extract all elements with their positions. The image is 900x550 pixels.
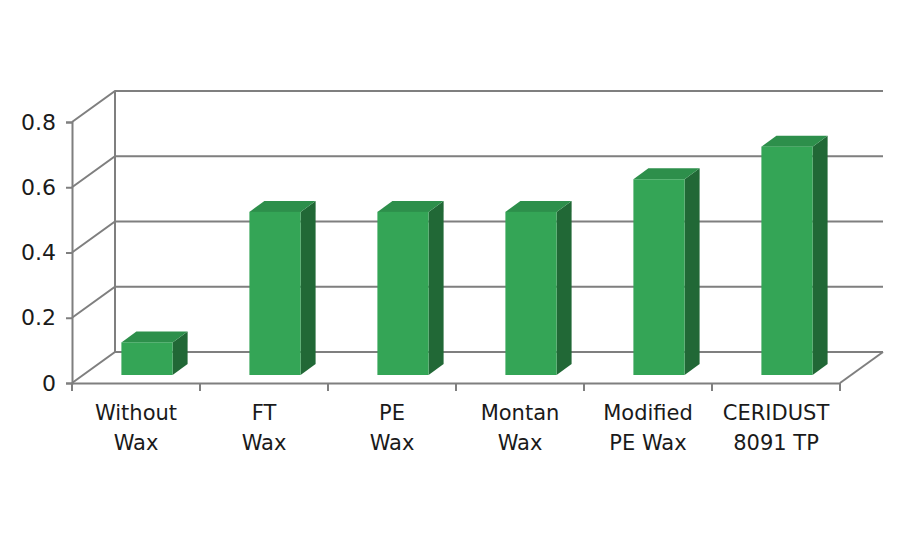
- bars: [121, 136, 827, 375]
- x-tick-label-line: Wax: [242, 431, 287, 455]
- x-tick-label: Without Wax: [95, 401, 177, 455]
- bar: [761, 136, 827, 375]
- bar-top: [633, 168, 699, 179]
- bar-front: [505, 212, 556, 375]
- grid-line: [72, 352, 883, 383]
- bar-top: [505, 201, 571, 212]
- x-tick-label-line: PE: [379, 401, 405, 425]
- y-tick-mark: [66, 252, 72, 254]
- bar: [377, 201, 443, 375]
- bar-top: [249, 201, 315, 212]
- x-tick: CERIDUST 8091 TP: [723, 383, 830, 455]
- grid-line: [72, 287, 883, 318]
- bar-front: [633, 179, 684, 375]
- bar-side: [429, 201, 444, 375]
- x-tick: Modified PE Wax: [603, 383, 693, 455]
- grid-line: [72, 156, 883, 187]
- bar-top: [761, 136, 827, 147]
- x-tick: Without Wax: [95, 383, 177, 455]
- x-tick-label: FT Wax: [242, 401, 287, 455]
- category-separator: [839, 383, 841, 391]
- floor-edge: [840, 352, 883, 383]
- y-tick: 0: [42, 371, 72, 396]
- x-tick-label-line: Wax: [370, 431, 415, 455]
- category-separators: [72, 383, 840, 391]
- bar-top: [377, 201, 443, 212]
- back-wall-edge: [114, 91, 116, 352]
- bar-front: [377, 212, 428, 375]
- x-tick: Montan Wax: [481, 383, 560, 455]
- y-tick-label: 0.8: [21, 110, 56, 135]
- x-tick-label: PE Wax: [370, 401, 415, 455]
- bar: [505, 201, 571, 375]
- bar-side: [557, 201, 572, 375]
- y-tick-mark: [66, 317, 72, 319]
- bar-front: [121, 342, 172, 375]
- bar: [121, 331, 187, 375]
- x-tick-label: Montan Wax: [481, 401, 560, 455]
- category-separator: [327, 383, 329, 391]
- y-axis: 0 0.2 0.4 0.6 0.8: [21, 110, 73, 396]
- y-tick-label: 0.2: [21, 305, 56, 330]
- x-tick-label-line: Wax: [114, 431, 159, 455]
- category-separator: [71, 383, 73, 391]
- x-tick-label-line: CERIDUST: [723, 401, 830, 425]
- y-tick: 0.2: [21, 305, 72, 330]
- category-separator: [711, 383, 713, 391]
- x-tick: PE Wax: [370, 383, 415, 455]
- x-tick-label-line: Without: [95, 401, 177, 425]
- bar-front: [761, 147, 812, 375]
- y-tick-label: 0.4: [21, 240, 56, 265]
- y-tick-mark: [66, 187, 72, 189]
- x-tick-label-line: Modified: [603, 401, 693, 425]
- grid: [72, 91, 883, 383]
- category-separator: [455, 383, 457, 391]
- bar-side: [685, 168, 700, 375]
- x-tick-label: Modified PE Wax: [603, 401, 693, 455]
- bar-front: [249, 212, 300, 375]
- x-tick: FT Wax: [242, 383, 287, 455]
- chart: 00.20.40.60.8WithoutWaxFTWaxPEWaxMontanW…: [0, 0, 900, 550]
- y-tick: 0.8: [21, 110, 72, 135]
- y-tick: 0.6: [21, 175, 72, 200]
- bar-side: [301, 201, 316, 375]
- x-axis: Without Wax FT Wax PE Wax Montan Wax Modified PE …: [73, 383, 841, 455]
- category-separator: [199, 383, 201, 391]
- x-tick-label-line: PE Wax: [609, 431, 686, 455]
- y-axis-line: [66, 123, 73, 384]
- grid-line: [72, 91, 883, 122]
- y-tick-label: 0: [42, 371, 56, 396]
- bar: [249, 201, 315, 375]
- y-tick-label: 0.6: [21, 175, 56, 200]
- category-separator: [583, 383, 585, 391]
- bar-top: [121, 331, 187, 342]
- x-tick-label-line: Wax: [498, 431, 543, 455]
- x-tick-label-line: 8091 TP: [733, 431, 819, 455]
- grid-line: [72, 222, 883, 253]
- bar: [633, 168, 699, 375]
- y-tick-mark: [66, 122, 72, 124]
- x-tick-label: CERIDUST 8091 TP: [723, 401, 830, 455]
- y-tick: 0.4: [21, 240, 72, 265]
- x-tick-label-line: FT: [252, 401, 277, 425]
- x-tick-label-line: Montan: [481, 401, 560, 425]
- bar-side: [813, 136, 828, 375]
